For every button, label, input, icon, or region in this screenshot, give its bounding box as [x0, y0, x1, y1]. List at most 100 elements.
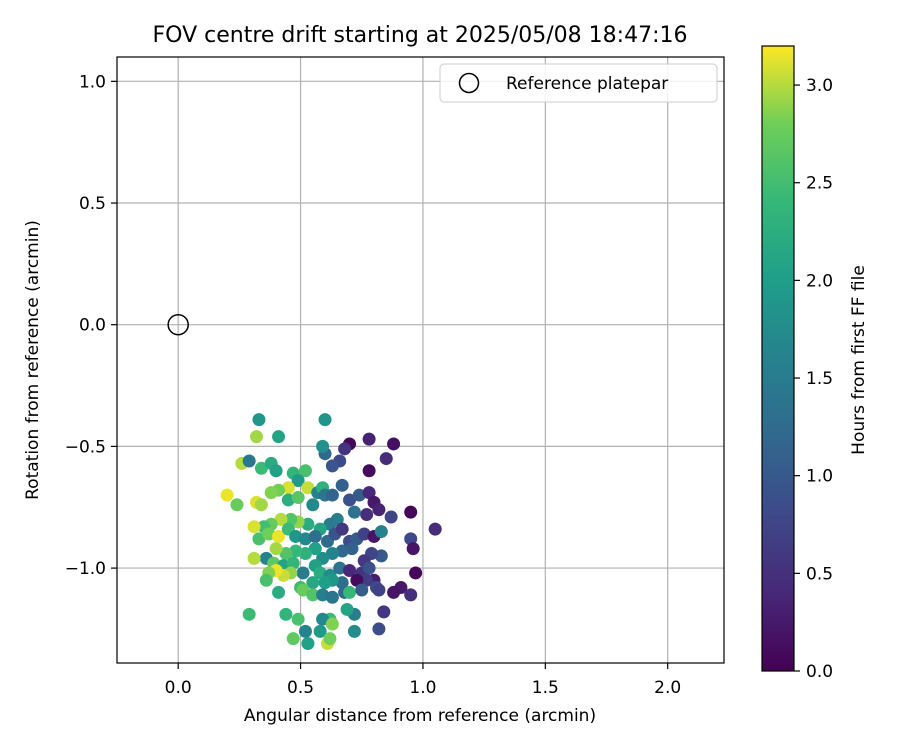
data-point	[374, 525, 388, 539]
colorbar-tick-label: 2.5	[806, 174, 833, 194]
data-point	[279, 607, 293, 621]
data-point	[335, 544, 349, 558]
data-point	[343, 493, 357, 507]
data-point	[281, 481, 295, 495]
data-point	[264, 486, 278, 500]
data-point	[286, 632, 300, 646]
y-tick-label: −0.5	[65, 437, 106, 457]
data-point	[247, 551, 261, 565]
colorbar-tick-label: 2.0	[806, 271, 833, 291]
data-point	[355, 583, 369, 597]
data-point	[377, 605, 391, 619]
data-point	[340, 602, 354, 616]
data-point	[372, 583, 386, 597]
data-point	[350, 573, 364, 587]
data-point	[296, 566, 310, 580]
colorbar-label: Hours from first FF file	[849, 265, 869, 455]
chart-title: FOV centre drift starting at 2025/05/08 …	[153, 23, 688, 48]
data-point	[250, 430, 264, 444]
x-tick-label: 0.0	[165, 678, 192, 698]
data-point	[338, 442, 352, 456]
data-point	[335, 522, 349, 536]
data-point	[291, 612, 305, 626]
data-point	[269, 542, 283, 556]
data-point	[352, 488, 366, 502]
x-axis-label: Angular distance from reference (arcmin)	[244, 706, 596, 726]
data-point	[387, 585, 401, 599]
data-point	[279, 546, 293, 560]
data-point	[335, 478, 349, 492]
colorbar-tick-label: 1.5	[806, 369, 833, 389]
data-point	[374, 549, 388, 563]
colorbar-ticks: 0.0 0.5 1.0 1.5 2.0 2.5 3.0	[794, 76, 833, 682]
data-point	[254, 461, 268, 475]
data-point	[291, 473, 305, 487]
colorbar-tick-label: 0.0	[806, 662, 833, 682]
data-point	[272, 430, 286, 444]
data-point	[362, 432, 376, 446]
data-point	[313, 566, 327, 580]
colorbar-gradient	[762, 46, 794, 671]
data-point	[428, 522, 442, 536]
data-point	[323, 517, 337, 531]
data-point	[306, 588, 320, 602]
y-tick-label: −1.0	[65, 559, 106, 579]
data-point	[289, 544, 303, 558]
legend-label: Reference platepar	[506, 74, 668, 94]
data-point	[313, 624, 327, 638]
plot-frame	[116, 56, 725, 664]
data-point	[247, 520, 261, 534]
colorbar-tick-label: 0.5	[806, 564, 833, 584]
data-point	[291, 491, 305, 505]
data-point	[252, 532, 266, 546]
data-point	[298, 624, 312, 638]
data-point	[362, 561, 376, 575]
data-point	[306, 498, 320, 512]
data-point	[301, 517, 315, 531]
data-point	[387, 437, 401, 451]
data-point	[347, 624, 361, 638]
data-point	[298, 546, 312, 560]
data-point	[272, 585, 286, 599]
grid-lines	[117, 57, 724, 663]
data-point	[360, 573, 374, 587]
data-point	[357, 527, 371, 541]
data-point	[318, 413, 332, 427]
data-point	[230, 498, 244, 512]
data-point	[323, 632, 337, 646]
data-point	[306, 576, 320, 590]
data-point	[289, 529, 303, 543]
data-point	[284, 512, 298, 526]
data-point	[335, 576, 349, 590]
data-point	[384, 510, 398, 524]
y-tick-label: 0.5	[79, 194, 106, 214]
legend: Reference platepar	[439, 63, 718, 103]
colorbar-frame	[761, 45, 795, 672]
data-point	[404, 588, 418, 602]
data-points	[220, 413, 442, 651]
x-tick-label: 1.0	[409, 678, 436, 698]
data-point	[409, 566, 423, 580]
y-axis-label: Rotation from reference (arcmin)	[23, 220, 43, 500]
data-point	[262, 527, 276, 541]
data-point	[296, 583, 310, 597]
x-axis-ticks: 0.0 0.5 1.0 1.5 2.0	[165, 663, 681, 698]
data-point	[404, 505, 418, 519]
x-tick-label: 1.5	[532, 678, 559, 698]
data-point	[360, 508, 374, 522]
legend-marker-icon	[458, 72, 480, 94]
data-point	[301, 481, 315, 495]
data-point	[220, 488, 234, 502]
data-point	[325, 488, 339, 502]
data-point	[301, 637, 315, 651]
data-point	[259, 573, 273, 587]
data-point	[286, 556, 300, 570]
data-point	[347, 505, 361, 519]
data-point	[242, 607, 256, 621]
data-point	[362, 486, 376, 500]
data-point	[242, 454, 256, 468]
data-point	[362, 464, 376, 478]
data-point	[254, 498, 268, 512]
data-point	[316, 588, 330, 602]
